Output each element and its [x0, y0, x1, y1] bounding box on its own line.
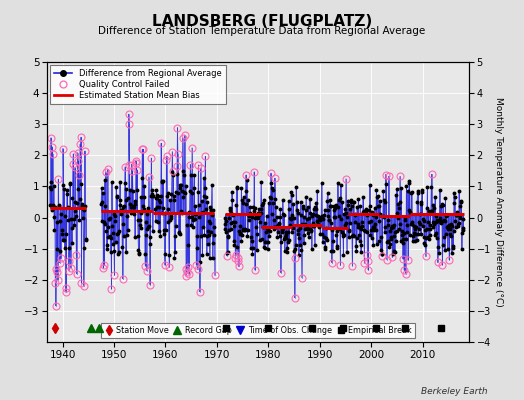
Text: Difference of Station Temperature Data from Regional Average: Difference of Station Temperature Data f…: [99, 26, 425, 36]
Legend: Station Move, Record Gap, Time of Obs. Change, Empirical Break: Station Move, Record Gap, Time of Obs. C…: [101, 322, 415, 338]
Text: Berkeley Earth: Berkeley Earth: [421, 387, 487, 396]
Text: LANDSBERG (FLUGPLATZ): LANDSBERG (FLUGPLATZ): [152, 14, 372, 29]
Y-axis label: Monthly Temperature Anomaly Difference (°C): Monthly Temperature Anomaly Difference (…: [494, 97, 503, 307]
